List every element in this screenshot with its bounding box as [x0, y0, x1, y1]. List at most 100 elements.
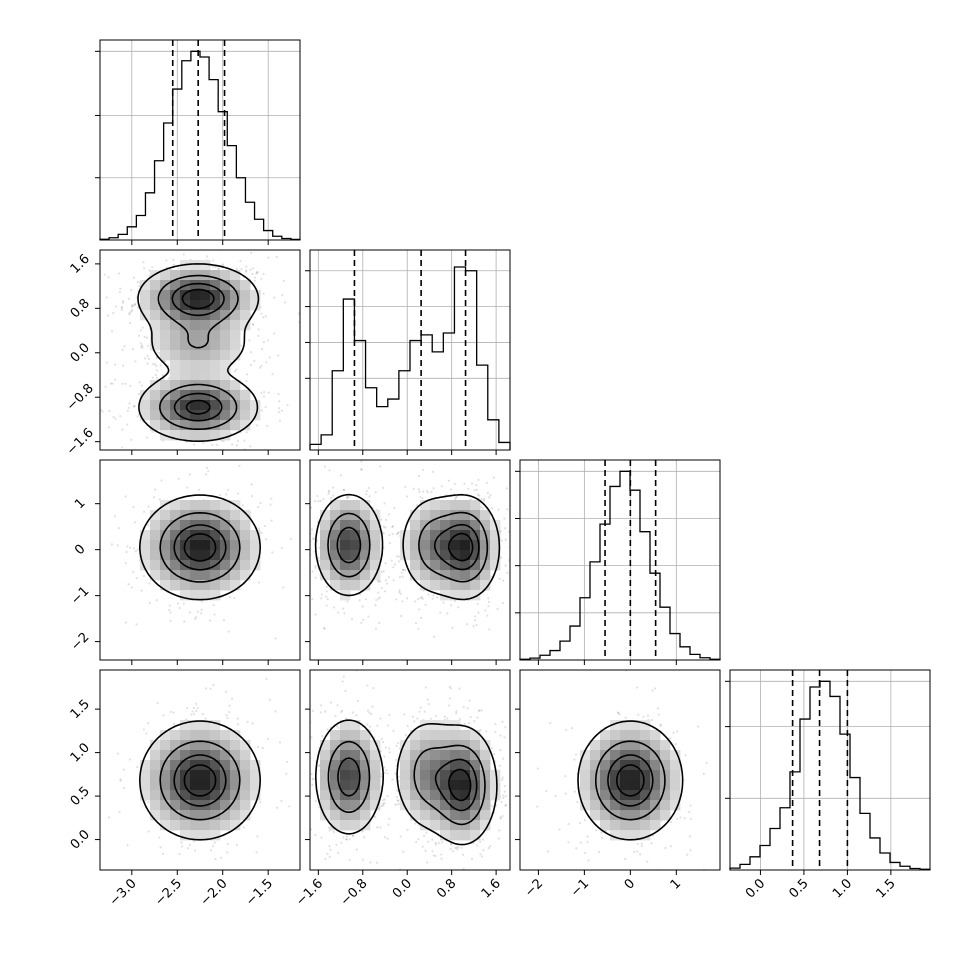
scatter-point: [119, 779, 122, 782]
scatter-point: [197, 488, 201, 491]
density-cell: [240, 740, 251, 751]
density-cell: [410, 530, 421, 541]
scatter-point: [283, 301, 287, 304]
scatter-point: [300, 781, 302, 783]
scatter-point: [161, 852, 165, 855]
scatter-point: [212, 683, 215, 687]
density-cell: [200, 370, 211, 381]
scatter-point: [401, 568, 404, 571]
contour-level-4: [183, 533, 217, 562]
density-cell: [160, 510, 171, 521]
histogram-step-line: [309, 266, 511, 450]
density-cell: [190, 360, 201, 371]
density-cell: [180, 760, 191, 771]
scatter-point: [367, 486, 370, 490]
scatter-point: [419, 495, 422, 499]
scatter-point: [512, 535, 514, 537]
scatter-point: [110, 330, 114, 333]
scatter-point: [141, 344, 144, 347]
density-cell: [230, 810, 241, 821]
density-cell: [340, 720, 351, 731]
density-cell: [180, 400, 191, 411]
density-cell: [190, 580, 201, 591]
density-cell: [160, 290, 171, 301]
density-cell: [330, 570, 341, 581]
scatter-point: [209, 687, 212, 690]
scatter-point: [421, 845, 424, 848]
density-cell: [240, 750, 251, 761]
scatter-point: [155, 376, 158, 379]
scatter-point: [277, 410, 280, 414]
scatter-point: [311, 777, 314, 780]
scatter-point: [172, 457, 174, 459]
scatter-point: [219, 494, 222, 497]
scatter-point: [466, 707, 469, 710]
density-cell: [430, 720, 441, 731]
scatter-point: [302, 801, 304, 803]
density-cell: [180, 370, 191, 381]
scatter-point: [212, 259, 215, 262]
scatter-point: [310, 773, 313, 776]
density-cell: [220, 500, 231, 511]
scatter-point: [155, 357, 158, 360]
density-cell: [430, 510, 441, 521]
density-cell: [250, 530, 261, 541]
density-cell: [480, 540, 491, 551]
density-cell: [160, 520, 171, 531]
scatter-point: [297, 312, 300, 315]
scatter-point: [234, 370, 237, 373]
density-cell: [160, 350, 171, 361]
scatter-point: [355, 714, 358, 717]
scatter-point: [400, 614, 403, 618]
scatter-point: [310, 528, 314, 531]
density-cell: [330, 550, 341, 561]
scatter-point: [377, 580, 380, 583]
scatter-point: [186, 486, 189, 489]
scatter-point: [340, 710, 343, 714]
scatter-point: [236, 439, 240, 443]
scatter-point: [400, 571, 403, 574]
scatter-point: [363, 835, 366, 839]
scatter-point: [384, 746, 387, 749]
scatter-point: [192, 840, 196, 843]
scatter-point: [306, 523, 308, 525]
scatter-point: [171, 452, 173, 454]
scatter-point: [260, 531, 263, 535]
scatter-point: [280, 546, 283, 550]
scatter-point: [474, 887, 476, 889]
density-cell: [200, 730, 211, 741]
density-cell: [250, 770, 261, 781]
scatter-point: [618, 713, 621, 716]
scatter-point: [191, 880, 193, 882]
density-cell: [160, 310, 171, 321]
density-cell: [190, 260, 201, 271]
density-cell: [340, 500, 351, 511]
scatter-point: [258, 581, 261, 584]
scatter-point: [306, 346, 308, 348]
scatter-point: [575, 847, 578, 850]
scatter-point: [329, 701, 333, 704]
density-cell: [220, 800, 231, 811]
scatter-point: [480, 505, 483, 509]
scatter-point: [314, 613, 317, 616]
scatter-point: [213, 841, 216, 844]
density-cell: [140, 760, 151, 771]
scatter-point: [406, 724, 409, 728]
density-cell: [450, 580, 461, 591]
scatter-point: [440, 485, 443, 488]
scatter-point: [483, 497, 486, 501]
density-cell: [360, 820, 371, 831]
scatter-point: [421, 497, 424, 500]
density-cell: [430, 570, 441, 581]
scatter-point: [292, 816, 294, 818]
density-cell: [200, 350, 211, 361]
scatter-point: [327, 489, 331, 492]
density-cell: [200, 330, 211, 341]
scatter-point: [379, 465, 382, 468]
scatter-point: [311, 537, 315, 540]
scatter-point: [262, 292, 265, 295]
scatter-point: [388, 751, 391, 754]
scatter-point: [376, 826, 379, 829]
scatter-point: [172, 258, 175, 261]
scatter-point: [240, 344, 243, 347]
